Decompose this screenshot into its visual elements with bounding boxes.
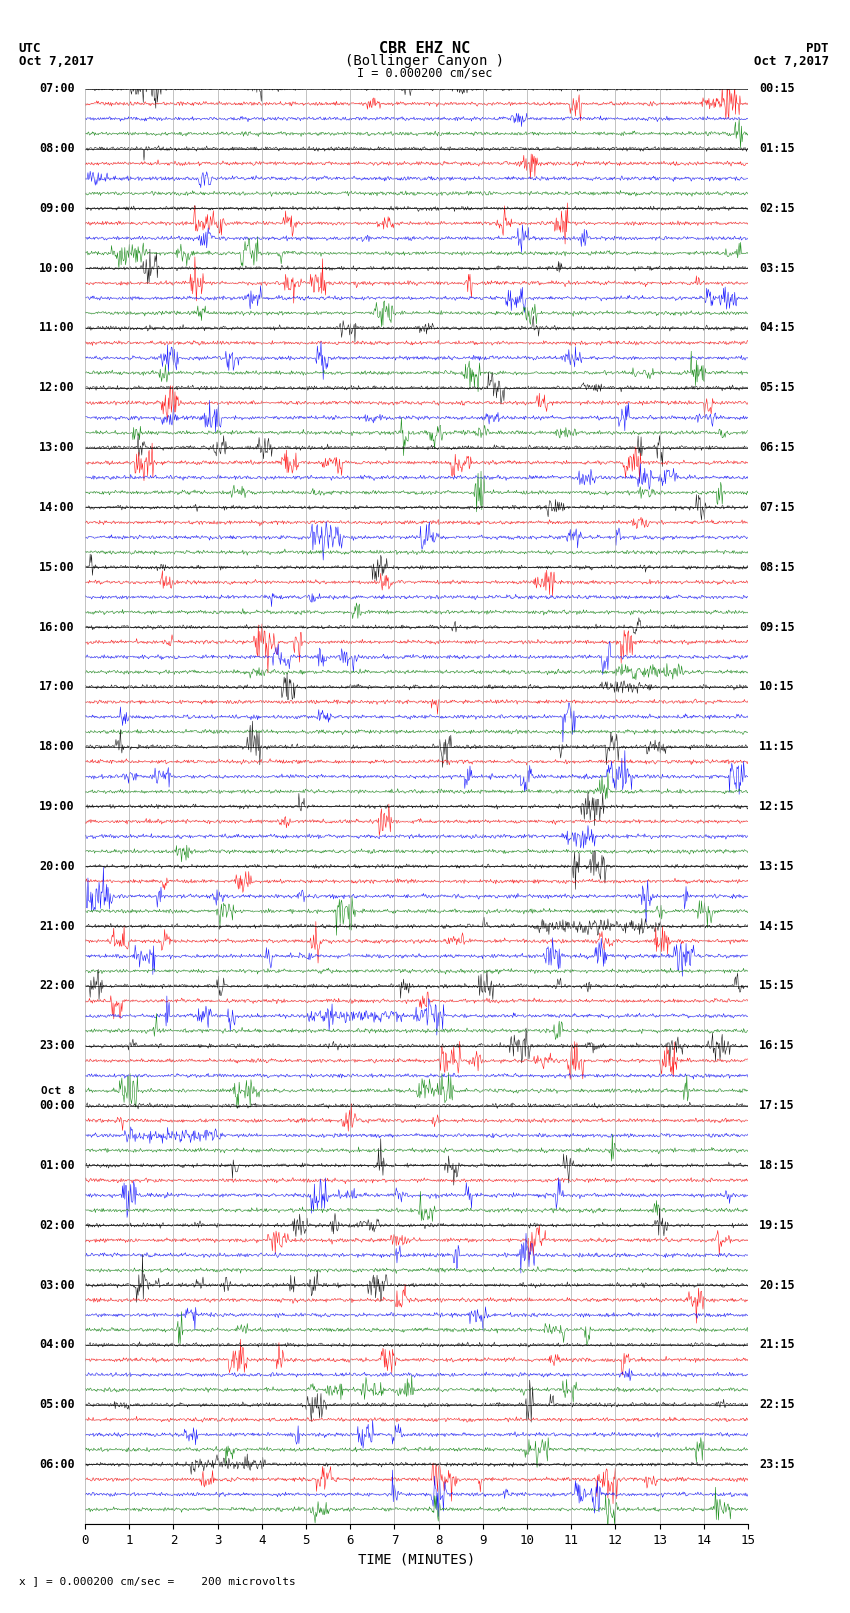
Text: 06:15: 06:15: [759, 440, 795, 455]
Text: 14:00: 14:00: [39, 502, 75, 515]
Text: 10:15: 10:15: [759, 681, 795, 694]
Text: 19:15: 19:15: [759, 1219, 795, 1232]
Text: x ] = 0.000200 cm/sec =    200 microvolts: x ] = 0.000200 cm/sec = 200 microvolts: [19, 1576, 296, 1586]
Text: 11:15: 11:15: [759, 740, 795, 753]
Text: 18:15: 18:15: [759, 1158, 795, 1173]
Text: 07:00: 07:00: [39, 82, 75, 95]
Text: 00:15: 00:15: [759, 82, 795, 95]
Text: (Bollinger Canyon ): (Bollinger Canyon ): [345, 55, 505, 68]
Text: 15:00: 15:00: [39, 561, 75, 574]
Text: Oct 7,2017: Oct 7,2017: [19, 55, 94, 68]
Text: 08:00: 08:00: [39, 142, 75, 155]
Text: 19:00: 19:00: [39, 800, 75, 813]
Text: 13:00: 13:00: [39, 440, 75, 455]
Text: 16:15: 16:15: [759, 1039, 795, 1052]
Text: 12:00: 12:00: [39, 381, 75, 394]
Text: 01:15: 01:15: [759, 142, 795, 155]
Text: 04:00: 04:00: [39, 1339, 75, 1352]
Text: 16:00: 16:00: [39, 621, 75, 634]
Text: 10:00: 10:00: [39, 261, 75, 274]
Text: 20:00: 20:00: [39, 860, 75, 873]
Text: I = 0.000200 cm/sec: I = 0.000200 cm/sec: [357, 66, 493, 79]
Text: 02:15: 02:15: [759, 202, 795, 215]
Text: 03:00: 03:00: [39, 1279, 75, 1292]
Text: 05:15: 05:15: [759, 381, 795, 394]
Text: 05:00: 05:00: [39, 1398, 75, 1411]
Text: 12:15: 12:15: [759, 800, 795, 813]
Text: 20:15: 20:15: [759, 1279, 795, 1292]
Text: 06:00: 06:00: [39, 1458, 75, 1471]
Text: 00:00: 00:00: [39, 1098, 75, 1111]
Text: 13:15: 13:15: [759, 860, 795, 873]
Text: 07:15: 07:15: [759, 502, 795, 515]
Text: 23:00: 23:00: [39, 1039, 75, 1052]
Text: 15:15: 15:15: [759, 979, 795, 992]
Text: 04:15: 04:15: [759, 321, 795, 334]
Text: CBR EHZ NC: CBR EHZ NC: [379, 40, 471, 56]
Text: 17:00: 17:00: [39, 681, 75, 694]
Text: 22:15: 22:15: [759, 1398, 795, 1411]
Text: 09:15: 09:15: [759, 621, 795, 634]
Text: 23:15: 23:15: [759, 1458, 795, 1471]
Text: 09:00: 09:00: [39, 202, 75, 215]
Text: 01:00: 01:00: [39, 1158, 75, 1173]
Text: UTC: UTC: [19, 42, 41, 55]
Text: 02:00: 02:00: [39, 1219, 75, 1232]
Text: Oct 8: Oct 8: [41, 1086, 75, 1095]
Text: PDT: PDT: [807, 42, 829, 55]
Text: 22:00: 22:00: [39, 979, 75, 992]
Text: 17:15: 17:15: [759, 1098, 795, 1111]
Text: 21:00: 21:00: [39, 919, 75, 932]
Text: 18:00: 18:00: [39, 740, 75, 753]
Text: 11:00: 11:00: [39, 321, 75, 334]
Text: 21:15: 21:15: [759, 1339, 795, 1352]
Text: 03:15: 03:15: [759, 261, 795, 274]
Text: 14:15: 14:15: [759, 919, 795, 932]
Text: Oct 7,2017: Oct 7,2017: [754, 55, 829, 68]
X-axis label: TIME (MINUTES): TIME (MINUTES): [358, 1553, 475, 1566]
Text: 08:15: 08:15: [759, 561, 795, 574]
